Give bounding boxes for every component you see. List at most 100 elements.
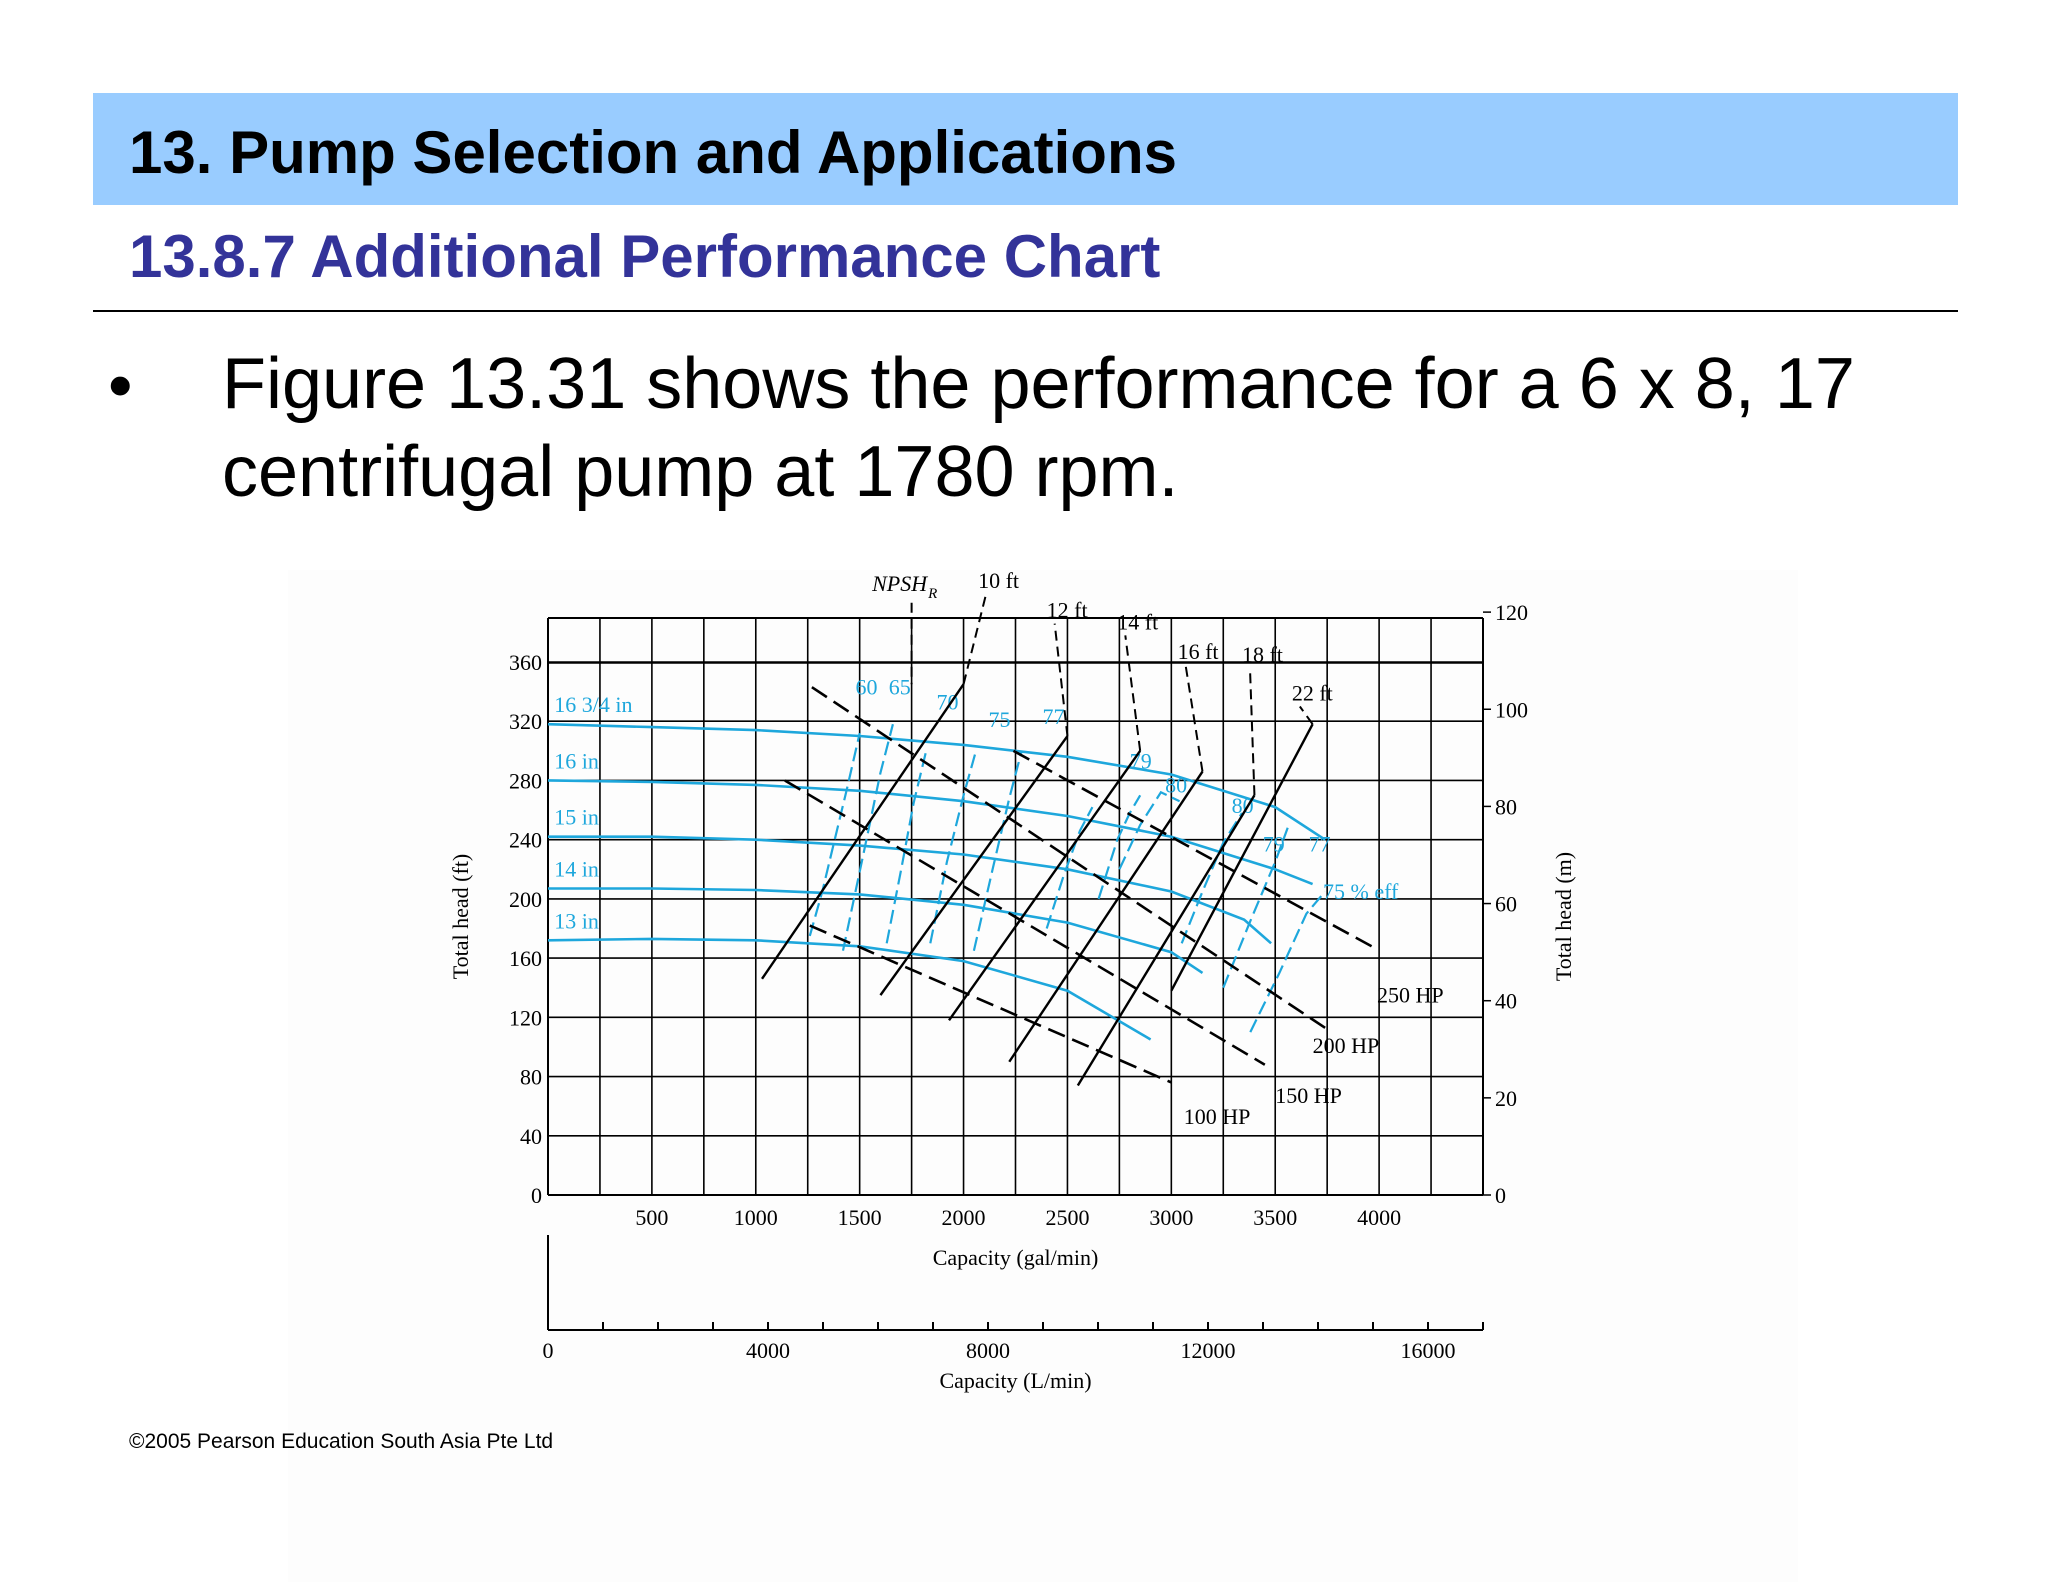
power-line xyxy=(784,779,1266,1066)
y-tick-label: 0 xyxy=(531,1183,542,1208)
x-tick-label: 1000 xyxy=(734,1205,778,1230)
impeller-curve xyxy=(548,887,1204,974)
x-tick-label: 1500 xyxy=(838,1205,882,1230)
npsh-label: 16 ft xyxy=(1178,639,1219,664)
impeller-curve xyxy=(547,779,1314,886)
efficiency-contour xyxy=(929,750,978,944)
npsh-line xyxy=(879,735,1069,996)
efficiency-contour xyxy=(841,723,894,951)
title-divider xyxy=(93,310,1958,312)
impeller-curve xyxy=(548,835,1272,945)
bullet-icon: • xyxy=(108,346,133,424)
npsh-leader xyxy=(1053,623,1069,737)
npsh-label: 22 ft xyxy=(1292,680,1333,705)
y2-tick-label: 40 xyxy=(1495,989,1517,1014)
efficiency-contour xyxy=(1222,827,1289,989)
efficiency-contour xyxy=(972,750,1023,951)
npsh-leader xyxy=(1184,664,1204,772)
impeller-label: 16 in xyxy=(554,748,599,773)
bullet-text: Figure 13.31 shows the performance for a… xyxy=(222,344,1855,512)
x2-tick-label: 12000 xyxy=(1181,1338,1236,1363)
npsh-label: 10 ft xyxy=(978,570,1019,593)
y2-tick-label: 20 xyxy=(1495,1086,1517,1111)
impeller-label: 15 in xyxy=(554,805,599,830)
efficiency-label: 79 xyxy=(1130,749,1152,774)
y2-tick-label: 80 xyxy=(1495,794,1517,819)
impeller-curve xyxy=(547,937,1152,1041)
efficiency-contour xyxy=(1097,794,1142,900)
y-tick-label: 160 xyxy=(509,946,542,971)
impeller-label: 16 3/4 in xyxy=(554,692,632,717)
x-tick-label: 2500 xyxy=(1045,1205,1089,1230)
x2-tick-label: 8000 xyxy=(966,1338,1010,1363)
npsh-label: 12 ft xyxy=(1047,598,1088,623)
efficiency-contour xyxy=(1118,790,1181,870)
power-label: 250 HP xyxy=(1377,983,1444,1008)
npsh-line xyxy=(1170,723,1314,992)
impeller-label: 13 in xyxy=(554,908,599,933)
efficiency-label: 79 xyxy=(1263,832,1285,857)
efficiency-contour xyxy=(1180,812,1243,944)
header-band xyxy=(93,93,1958,205)
power-line xyxy=(1012,749,1378,951)
y-tick-label: 320 xyxy=(509,709,542,734)
npsh-leader xyxy=(1299,705,1314,725)
efficiency-contour xyxy=(1249,890,1326,1033)
y-tick-label: 200 xyxy=(509,887,542,912)
npsh-line xyxy=(1076,794,1256,1087)
npsh-line xyxy=(948,750,1142,1021)
npsh-title: NPSH xyxy=(871,571,928,596)
npsh-line xyxy=(761,683,965,980)
y2-axis-label: Total head (m) xyxy=(1551,852,1576,981)
slide-title: 13. Pump Selection and Applications xyxy=(129,119,1177,186)
x2-tick-label: 16000 xyxy=(1401,1338,1456,1363)
npsh-line xyxy=(1008,770,1204,1063)
y-tick-label: 360 xyxy=(509,650,542,675)
efficiency-label: 60 xyxy=(856,675,878,700)
y2-tick-label: 100 xyxy=(1495,697,1528,722)
x-tick-label: 3000 xyxy=(1149,1205,1193,1230)
y2-tick-label: 120 xyxy=(1495,600,1528,625)
x2-tick-label: 4000 xyxy=(746,1338,790,1363)
x-axis-label: Capacity (gal/min) xyxy=(933,1245,1099,1270)
npsh-label: 14 ft xyxy=(1117,609,1158,634)
efficiency-label: 75 % eff xyxy=(1323,879,1399,904)
efficiency-label: 77 xyxy=(1043,704,1065,729)
x-tick-label: 3500 xyxy=(1253,1205,1297,1230)
y2-tick-label: 0 xyxy=(1495,1183,1506,1208)
x-tick-label: 4000 xyxy=(1357,1205,1401,1230)
npsh-subscript: R xyxy=(927,586,937,602)
slide-subtitle: 13.8.7 Additional Performance Chart xyxy=(129,223,1161,290)
chart-panel: 0 40 80 120 160 200 240 280 320 360 0 20 40 60 80 100 12… xyxy=(288,570,1798,1582)
impeller-label: 14 in xyxy=(554,857,599,882)
copyright-note: ©2005 Pearson Education South Asia Pte L… xyxy=(129,1430,554,1453)
efficiency-label: 65 xyxy=(889,675,911,700)
y-tick-label: 240 xyxy=(509,828,542,853)
power-line xyxy=(809,924,1172,1084)
x-tick-label: 2000 xyxy=(942,1205,986,1230)
x2-tick-label: 0 xyxy=(543,1338,554,1363)
y-tick-label: 280 xyxy=(509,768,542,793)
y-axis-label: Total head (ft) xyxy=(448,854,473,980)
x-tick-label: 500 xyxy=(635,1205,668,1230)
npsh-leader xyxy=(1248,667,1256,796)
efficiency-label: 75 xyxy=(988,707,1010,732)
npsh-leader xyxy=(962,593,988,685)
pump-performance-chart: 0 40 80 120 160 200 240 280 320 360 0 20 40 60 80 100 12… xyxy=(448,570,1576,1393)
efficiency-label: 70 xyxy=(937,689,959,714)
y-tick-label: 120 xyxy=(509,1005,542,1030)
efficiency-contour xyxy=(1045,806,1094,929)
efficiency-contour xyxy=(808,732,861,937)
impeller-curve xyxy=(547,722,1326,841)
x2-axis-label: Capacity (L/min) xyxy=(939,1368,1091,1393)
efficiency-label: 80 xyxy=(1232,793,1254,818)
y2-tick-label: 60 xyxy=(1495,892,1517,917)
efficiency-contour xyxy=(885,750,928,944)
npsh-label: 18 ft xyxy=(1242,642,1283,667)
y-tick-label: 80 xyxy=(520,1065,542,1090)
power-label: 150 HP xyxy=(1275,1083,1342,1108)
efficiency-label: 77 xyxy=(1308,832,1330,857)
y-tick-label: 40 xyxy=(520,1124,542,1149)
power-label: 200 HP xyxy=(1313,1033,1380,1058)
npsh-leader xyxy=(1124,635,1142,751)
